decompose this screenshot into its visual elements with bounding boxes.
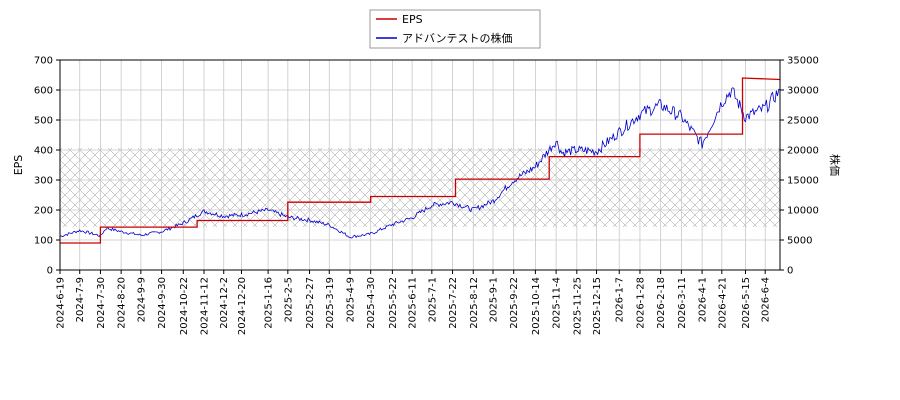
plot-frame	[59, 59, 781, 271]
x-tick-label: 2025-1-16	[264, 277, 275, 329]
x-tick-label: 2025-5-22	[388, 277, 399, 329]
x-tick-label: 2025-9-22	[509, 277, 520, 329]
legend-label-price: アドバンテストの株価	[402, 31, 513, 45]
right-tick-label: 10000	[787, 206, 819, 217]
right-tick-label: 35000	[787, 56, 819, 67]
x-tick-label: 2024-12-20	[237, 277, 248, 335]
x-tick-label: 2025-11-4	[552, 277, 563, 329]
left-tick-label: 300	[34, 176, 53, 187]
left-tick-label: 500	[34, 116, 53, 127]
x-tick-label: 2026-2-18	[656, 277, 667, 329]
x-tick-label: 2025-11-25	[572, 277, 583, 335]
x-tick-label: 2024-12-2	[219, 277, 230, 329]
x-tick-label: 2025-2-5	[283, 277, 294, 322]
x-tick-label: 2026-5-15	[741, 277, 752, 329]
price-series-line	[59, 87, 781, 239]
x-tick-label: 2024-7-30	[96, 277, 107, 329]
x-tick-label: 2025-7-22	[448, 277, 459, 329]
x-tick-label: 2026-1-7	[615, 277, 626, 322]
x-axis: 2024-6-19 2024-7-9 2024-7-30 2024-8-20 2024-…	[56, 270, 772, 335]
x-tick-label: 2026-4-1	[698, 277, 709, 322]
x-tick-label: 2025-8-12	[469, 277, 480, 329]
x-tick-label: 2025-7-1	[427, 277, 438, 322]
right-tick-label: 20000	[787, 146, 819, 157]
right-tick-label: 0	[787, 266, 793, 277]
x-tick-label: 2025-10-14	[531, 277, 542, 335]
right-tick-label: 15000	[787, 176, 819, 187]
x-tick-label: 2026-1-28	[635, 277, 646, 329]
x-tick-label: 2026-4-21	[717, 277, 728, 329]
x-tick-label: 2025-9-1	[488, 277, 499, 322]
x-tick-label: 2024-11-12	[200, 277, 211, 335]
x-tick-label: 2025-3-19	[325, 277, 336, 329]
x-tick-label: 2024-10-22	[179, 277, 190, 335]
left-tick-label: 200	[34, 206, 53, 217]
right-tick-label: 5000	[787, 236, 812, 247]
x-tick-label: 2025-4-9	[345, 277, 356, 322]
right-tick-label: 25000	[787, 116, 819, 127]
x-tick-label: 2026-3-11	[677, 277, 688, 329]
x-tick-label: 2024-6-19	[56, 277, 67, 329]
x-tick-label: 2026-6-4	[761, 277, 772, 322]
left-tick-label: 0	[47, 266, 53, 277]
x-tick-label: 2024-7-9	[75, 277, 86, 322]
right-axis-label: 株価	[828, 154, 842, 176]
right-tick-label: 30000	[787, 86, 819, 97]
x-tick-label: 2024-9-9	[136, 277, 147, 322]
x-tick-label: 2024-8-20	[117, 277, 128, 329]
legend-box	[369, 9, 541, 49]
legend: EPS アドバンテストの株価	[369, 9, 541, 49]
price-range-band	[60, 148, 780, 227]
left-tick-label: 700	[34, 56, 53, 67]
left-tick-label: 600	[34, 86, 53, 97]
legend-label-eps: EPS	[402, 13, 423, 26]
series-layer	[59, 77, 781, 244]
right-y-axis: 0 5000 10000 15000 20000 25000 30000 35000	[780, 56, 819, 277]
x-tick-label: 2024-9-30	[157, 277, 168, 329]
left-tick-label: 100	[34, 236, 53, 247]
left-tick-label: 400	[34, 146, 53, 157]
x-tick-label: 2025-6-11	[408, 277, 419, 329]
eps-series-line	[60, 77, 781, 244]
left-axis-label: EPS	[12, 155, 25, 176]
left-y-axis: 0 100 200 300 400 500 600 700	[34, 56, 60, 277]
x-tick-label: 2025-2-27	[305, 277, 316, 329]
x-tick-label: 2025-12-15	[592, 277, 603, 335]
x-tick-label: 2025-4-30	[366, 277, 377, 329]
